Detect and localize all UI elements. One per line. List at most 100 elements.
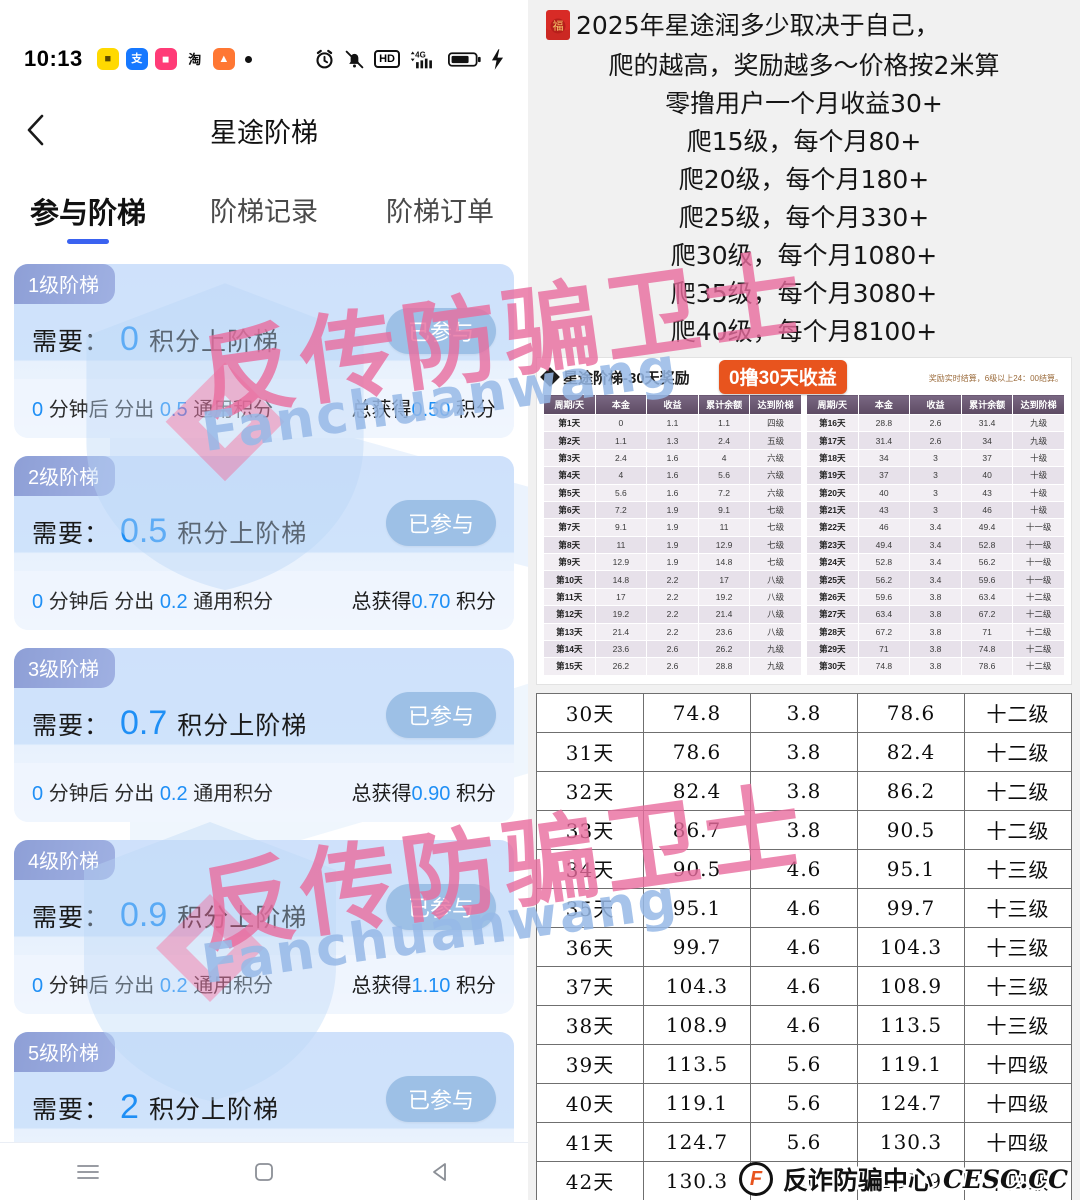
mini-table-cell: 第28天 [806, 622, 859, 641]
recents-button[interactable] [58, 1162, 118, 1182]
foot-text-2: 通用积分 [193, 591, 274, 613]
mini-table-cell: 2.2 [646, 570, 699, 589]
mini-table-cell: 第18天 [806, 448, 859, 468]
mini-table-row: 第23天 49.4 3.4 52.8 十一级 [806, 535, 1065, 555]
ladder-card[interactable]: 4级阶梯 已参与 需要： 0.9 积分上阶梯 0 分钟后 分出 0.2 通用积分 [14, 840, 514, 1014]
joined-button[interactable]: 已参与 [385, 884, 496, 930]
mini-table-row: 第30天 74.8 3.8 78.6 十二级 [806, 657, 1065, 676]
ladder-card[interactable]: 2级阶梯 已参与 需要： 0.5 积分上阶梯 0 分钟后 分出 0.2 通用积分 [14, 456, 514, 630]
signal-4g-icon: 4G [410, 50, 432, 68]
home-button[interactable] [234, 1161, 294, 1183]
home-square-icon [255, 1162, 273, 1181]
mini-table-cell: 十一级 [1012, 570, 1065, 589]
big-table-cell: 90.5 [857, 809, 965, 850]
card-foot-right: 总获得0.70 积分 [352, 585, 497, 614]
mini-table-cell: 六级 [749, 448, 802, 468]
big-table-cell: 十二级 [964, 731, 1072, 772]
mini-table-cell: 第29天 [806, 639, 859, 659]
mini-table-row: 第29天 71 3.8 74.8 十二级 [806, 639, 1065, 659]
mini-table-cell: 2.4 [594, 448, 648, 468]
game-icon: ▲ [212, 48, 235, 70]
mini-table-row: 第2天 1.1 1.3 2.4 五级 [543, 431, 802, 450]
foot-payout: 0.2 [159, 975, 188, 997]
mini-table-left: 周期/天 本金 收益 累计余额 达到阶梯 第1天 0 1.1 1.1 四级 第2天 1.1 1.3 2.4… [543, 394, 802, 676]
tab-participate[interactable]: 参与阶梯 [0, 178, 176, 232]
promo-line: 爬25级，每个月330+ [678, 203, 930, 232]
big-table-cell: 5.6 [750, 1043, 858, 1084]
mini-col-header: 本金 [857, 394, 911, 415]
tab-records[interactable]: 阶梯记录 [210, 197, 318, 227]
mini-table-cell: 9.1 [594, 518, 648, 537]
big-table-cell: 42天 [536, 1160, 644, 1200]
total-label: 总获得 [351, 975, 412, 997]
page-title: 星途阶梯 [210, 117, 318, 148]
mini-table-cell: 4 [697, 448, 751, 468]
mini-table-cell: 九级 [1012, 431, 1065, 450]
mini-table-cell: 八级 [749, 587, 802, 607]
reward-table-title: 星途阶梯-30天奖励 [563, 369, 690, 387]
mini-table-cell: 71 [857, 639, 911, 659]
total-amount: 0.90 [411, 783, 451, 805]
big-table-row: 35天 95.1 4.6 99.7 十三级 [536, 887, 1072, 928]
promo-line: 零撸用户一个月收益30+ [665, 89, 943, 118]
mini-table-cell: 14.8 [594, 570, 648, 589]
back-button[interactable] [0, 113, 72, 147]
mini-table-cell: 十二级 [1012, 587, 1065, 607]
mini-table-cell: 74.8 [960, 639, 1014, 659]
foot-minutes: 0 [32, 783, 44, 805]
big-table-cell: 99.7 [643, 926, 751, 967]
foot-payout: 0.2 [159, 591, 188, 613]
joined-button[interactable]: 已参与 [385, 500, 496, 546]
mini-table-cell: 40 [857, 483, 911, 502]
mini-table-row: 第24天 52.8 3.4 56.2 十一级 [806, 552, 1065, 572]
mini-table-row: 第1天 0 1.1 1.1 四级 [543, 413, 802, 433]
mini-table-row: 第8天 11 1.9 12.9 七级 [543, 535, 802, 555]
mini-col-header: 累计余额 [960, 394, 1014, 415]
total-unit: 积分 [456, 783, 496, 805]
mini-table-row: 第14天 23.6 2.6 26.2 九级 [543, 639, 802, 659]
more-dot-icon [244, 55, 252, 63]
diamond-icon [540, 367, 560, 387]
mini-table-cell: 1.9 [646, 518, 699, 537]
reward-table-card: 星途阶梯-30天奖励 奖励实时结算，6级以上24：00结算。 0撸30天收益 周… [536, 357, 1072, 685]
mini-table-cell: 第6天 [543, 500, 596, 520]
mini-table-row: 第16天 28.8 2.6 31.4 九级 [806, 413, 1065, 433]
big-table-cell: 34天 [536, 848, 644, 889]
mini-table-cell: 1.1 [697, 413, 751, 433]
tab-orders[interactable]: 阶梯订单 [386, 197, 494, 227]
joined-button[interactable]: 已参与 [385, 308, 496, 354]
mini-table-cell: 21.4 [697, 605, 751, 624]
big-table-cell: 十三级 [964, 926, 1072, 967]
mini-table-cell: 23.6 [594, 639, 648, 659]
requirement-label: 需要： [32, 1096, 111, 1124]
mini-table-cell: 第25天 [806, 570, 859, 589]
big-table-cell: 十二级 [964, 809, 1072, 850]
mini-table-cell: 67.2 [857, 622, 911, 641]
mini-table-cell: 六级 [749, 483, 802, 502]
foot-minutes: 0 [32, 591, 44, 613]
foot-text-1: 分钟后 分出 [48, 783, 155, 805]
big-table-cell: 82.4 [857, 731, 965, 772]
mini-table-cell: 5.6 [697, 466, 751, 485]
taobao-icon: 淘 [183, 48, 206, 70]
mini-table-row: 第28天 67.2 3.8 71 十二级 [806, 622, 1065, 641]
mini-col-header: 达到阶梯 [1012, 394, 1065, 415]
foot-payout: 0.2 [159, 783, 188, 805]
promo-line: 爬35级，每个月3080+ [670, 279, 938, 308]
requirement-label: 需要： [32, 712, 111, 740]
ladder-card[interactable]: 1级阶梯 已参与 需要： 0 积分上阶梯 0 分钟后 分出 0.5 通用积分 [14, 264, 514, 438]
mini-table-cell: 9.1 [697, 500, 751, 520]
back-nav-button[interactable] [410, 1161, 470, 1183]
mini-table-cell: 八级 [749, 622, 802, 641]
mini-table-cell: 12.9 [697, 535, 751, 555]
footer-en-label: CESC.CC [941, 1163, 1070, 1196]
mini-table-cell: 71 [960, 622, 1014, 641]
requirement-amount: 0.9 [120, 896, 168, 934]
ladder-card[interactable]: 3级阶梯 已参与 需要： 0.7 积分上阶梯 0 分钟后 分出 0.2 通用积分 [14, 648, 514, 822]
requirement-suffix: 积分上阶梯 [177, 904, 308, 932]
mini-table-cell: 3 [909, 483, 962, 502]
mini-table-cell: 28.8 [857, 413, 911, 433]
mini-table-cell: 59.6 [960, 570, 1014, 589]
joined-button[interactable]: 已参与 [385, 692, 496, 738]
joined-button[interactable]: 已参与 [385, 1076, 496, 1122]
